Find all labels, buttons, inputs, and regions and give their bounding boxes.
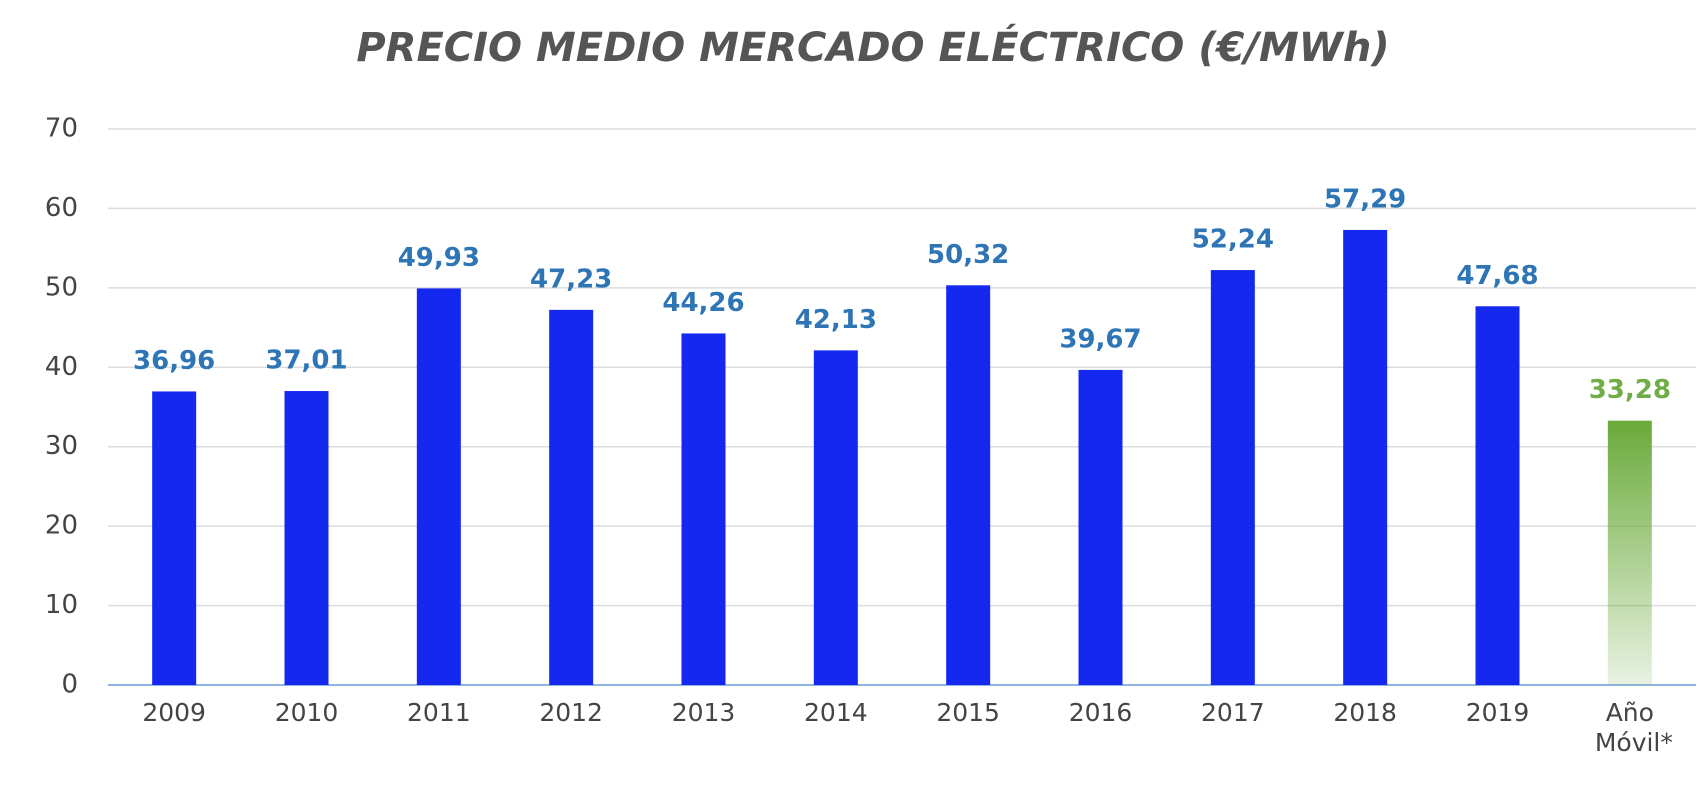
x-tick-label: 2015 [936, 698, 1000, 727]
value-label: 47,23 [530, 264, 612, 294]
x-tick-label: 2017 [1201, 698, 1265, 727]
value-label: 49,93 [398, 243, 480, 273]
y-tick-label: 20 [45, 511, 78, 541]
bar [152, 391, 197, 685]
bar [1343, 229, 1388, 685]
x-tick-label: 2011 [407, 698, 471, 727]
bar [1078, 369, 1123, 685]
x-tick-label: 2014 [804, 698, 868, 727]
y-tick-label: 40 [45, 352, 78, 382]
bar [549, 309, 594, 685]
x-tick-label: 2013 [671, 698, 736, 727]
value-label: 47,68 [1456, 261, 1538, 291]
bar [1607, 420, 1652, 685]
y-tick-label: 0 [61, 670, 78, 700]
value-label: 50,32 [927, 240, 1009, 270]
value-label: 39,67 [1059, 324, 1141, 354]
x-tick-label: 2012 [539, 698, 603, 727]
y-tick-label: 10 [45, 590, 78, 620]
value-label: 44,26 [662, 288, 744, 318]
value-label: 33,28 [1589, 375, 1671, 405]
y-tick-label: 60 [45, 193, 78, 223]
y-tick-label: 50 [45, 272, 78, 302]
chart-title: PRECIO MEDIO MERCADO ELÉCTRICO (€/MWh) [356, 23, 1389, 71]
value-label: 36,96 [133, 346, 215, 376]
value-label: 52,24 [1192, 225, 1274, 255]
value-label: 42,13 [795, 305, 877, 335]
x-tick-label: 2018 [1333, 698, 1397, 727]
bar [1475, 306, 1520, 685]
bar [416, 288, 461, 685]
bar [946, 285, 991, 685]
y-tick-label: 30 [45, 431, 78, 461]
bar [284, 391, 329, 685]
x-tick-label: 2019 [1465, 698, 1530, 727]
x-tick-label: Año Móvil* [1594, 698, 1673, 757]
value-label: 37,01 [265, 346, 347, 376]
bar [1210, 270, 1255, 685]
y-tick-label: 70 [45, 114, 78, 144]
bar [681, 333, 726, 685]
value-label: 57,29 [1324, 184, 1406, 214]
x-tick-label: 2016 [1068, 698, 1133, 727]
bar [813, 350, 858, 685]
x-tick-label: 2010 [274, 698, 339, 727]
x-tick-label: 2009 [142, 698, 206, 727]
